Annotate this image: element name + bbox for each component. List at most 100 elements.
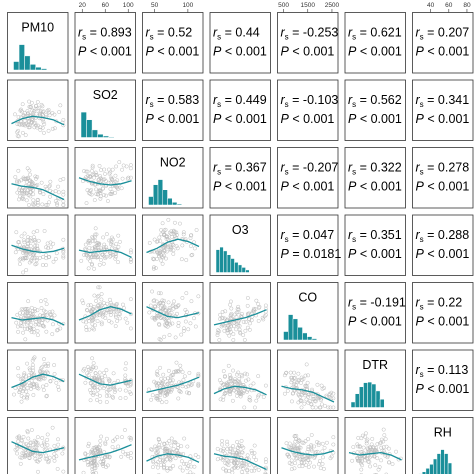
scatter-point — [226, 463, 231, 468]
p-value-label: P < 0.001 — [281, 180, 335, 194]
scatter-point — [44, 245, 48, 250]
scatter-point — [99, 320, 104, 325]
scatter-point — [188, 470, 193, 474]
scatter-point — [86, 367, 91, 372]
scatter-point — [218, 397, 223, 402]
scatter-point — [173, 440, 177, 445]
scatter-point — [128, 259, 133, 264]
histogram-bar — [359, 386, 364, 408]
scatter-point — [16, 373, 21, 378]
scatter-point — [57, 110, 62, 114]
scatter-point — [305, 449, 310, 454]
scatter-point — [238, 330, 242, 335]
scatter-point — [192, 246, 197, 251]
scatter-point — [158, 301, 162, 306]
scatter-point — [30, 181, 35, 186]
scatter-point — [125, 320, 130, 325]
scatter-point — [298, 398, 303, 403]
scatter-point — [22, 442, 27, 447]
scatter-point — [220, 438, 224, 443]
scatter-point — [90, 318, 95, 323]
panel-r5-c3 — [209, 349, 271, 411]
scatter-point — [107, 378, 112, 383]
scatter-point — [155, 239, 160, 244]
scatter-point — [169, 246, 174, 251]
scatter-point — [361, 445, 366, 450]
scatter-point — [151, 298, 156, 303]
scatter-point — [312, 398, 317, 403]
scatter-point — [91, 393, 96, 397]
scatter-point — [151, 256, 155, 261]
histogram-bar — [311, 338, 318, 341]
scatter-point — [94, 444, 99, 449]
p-value-label: P < 0.001 — [416, 382, 470, 396]
scatter-point — [153, 266, 158, 271]
rs-label: rs = 0.207 — [416, 26, 470, 42]
scatter-point — [160, 445, 165, 450]
scatter-point — [53, 256, 58, 261]
scatter-point — [121, 302, 125, 307]
scatter-point — [367, 449, 372, 454]
scatter-point — [222, 374, 227, 379]
scatter-point — [83, 452, 88, 457]
scatter-point — [171, 370, 176, 375]
scatter-point — [245, 296, 250, 300]
scatter-point — [229, 458, 234, 463]
scatter-point — [46, 128, 51, 133]
scatter-point — [54, 251, 59, 256]
top-axis-tick-label: 20 — [79, 2, 87, 9]
scatter-point — [243, 328, 248, 333]
scatter-points — [13, 425, 66, 474]
scatter-points — [147, 217, 199, 271]
scatter-point — [43, 297, 48, 302]
scatter-point — [256, 467, 261, 472]
scatter-point — [297, 438, 302, 443]
scatter-point — [45, 393, 49, 398]
scatter-point — [21, 377, 26, 382]
panel-r1-c6: rs = 0.341 P < 0.001 — [412, 79, 474, 141]
scatter-point — [243, 320, 248, 325]
scatter-point — [161, 463, 166, 468]
scatter-point — [116, 260, 120, 265]
scatter-point — [94, 192, 99, 196]
scatter-point — [55, 327, 60, 332]
scatter-point — [108, 180, 113, 185]
scatter-point — [375, 456, 380, 461]
scatter-point — [56, 437, 60, 442]
scatter-point — [188, 236, 193, 241]
scatter-point — [21, 175, 26, 180]
p-value-label: P < 0.001 — [416, 112, 470, 126]
scatter-point — [46, 361, 51, 366]
scatter-point — [19, 315, 24, 320]
scatter-point — [151, 458, 156, 463]
scatter-point — [45, 364, 50, 368]
scatter-point — [249, 318, 254, 323]
scatter-point — [168, 466, 173, 471]
scatter-point — [86, 365, 90, 369]
scatter-point — [221, 369, 226, 374]
scatter-point — [61, 469, 66, 474]
scatter-point — [147, 240, 152, 245]
scatter-point — [98, 399, 103, 404]
scatter-point — [32, 125, 37, 130]
smoothing-curve — [213, 309, 267, 326]
scatter-point — [163, 446, 167, 451]
scatter-point — [56, 442, 61, 447]
scatter-point — [50, 126, 55, 131]
scatter-point — [113, 437, 118, 442]
scatter-point — [161, 255, 166, 260]
scatter-point — [37, 255, 42, 260]
scatter-point — [174, 360, 179, 365]
scatter-point — [157, 313, 162, 318]
scatter-point — [95, 319, 100, 324]
scatter-point — [297, 464, 302, 469]
scatter-point — [35, 443, 40, 447]
scatter-point — [256, 393, 261, 398]
scatter-point — [173, 335, 178, 340]
scatter-point — [242, 405, 247, 410]
scatter-point — [27, 310, 32, 315]
scatter-point — [126, 454, 131, 459]
scatter-point — [50, 425, 55, 430]
scatter-point — [50, 309, 55, 314]
scatter-point — [113, 173, 118, 178]
